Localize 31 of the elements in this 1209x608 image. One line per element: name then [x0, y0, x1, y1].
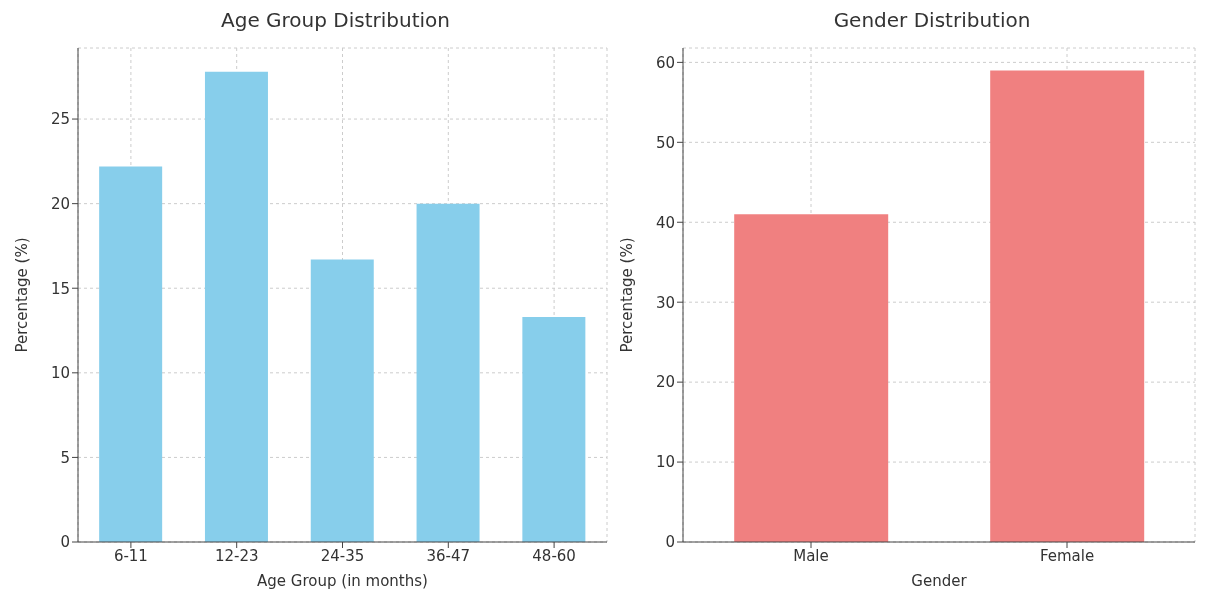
x-tick-label: Male [793, 546, 829, 565]
y-tick-label: 0 [665, 533, 675, 552]
chart-title: Age Group Distribution [220, 8, 451, 34]
x-tick-label: 48-60 [532, 546, 576, 565]
y-tick-label: 50 [655, 133, 675, 152]
x-axis-title: Age Group (in months) [257, 572, 428, 590]
y-tick-label: 10 [50, 364, 70, 383]
x-tick-label: Female [1039, 546, 1095, 565]
bar [416, 203, 480, 542]
bar [310, 259, 374, 542]
x-tick-label: 24-35 [320, 546, 365, 565]
y-axis-title: Percentage (%) [13, 237, 32, 353]
y-tick-label: 25 [50, 110, 70, 129]
bar [204, 71, 268, 542]
y-tick-label: 40 [655, 213, 675, 232]
chart-title: Gender Distribution [832, 8, 1032, 34]
bar [522, 316, 586, 542]
y-tick-label: 5 [60, 448, 70, 467]
x-tick-label: 6-11 [113, 546, 148, 565]
y-tick-label: 20 [655, 373, 675, 392]
y-tick-label: 0 [60, 533, 70, 552]
y-tick-label: 10 [655, 453, 675, 472]
y-axis-title: Percentage (%) [618, 237, 637, 353]
x-tick-label: 36-47 [426, 546, 471, 565]
y-tick-label: 20 [50, 194, 70, 213]
y-tick-label: 60 [655, 53, 675, 72]
x-tick-label: 12-23 [214, 546, 259, 565]
x-axis-title: Gender [911, 572, 968, 590]
y-tick-label: 15 [50, 279, 70, 298]
bar [99, 166, 163, 542]
y-tick-label: 30 [655, 293, 675, 312]
